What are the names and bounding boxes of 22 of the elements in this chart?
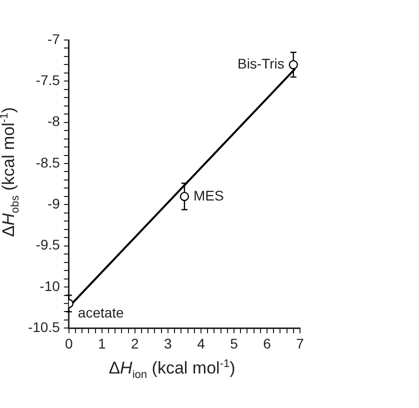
y-tick-label: -8.5 — [36, 154, 60, 170]
annotation: Bis-Tris — [237, 56, 284, 72]
x-tick-label: 4 — [197, 335, 206, 352]
annotation: MES — [193, 187, 224, 204]
x-tick-label: 1 — [98, 335, 106, 352]
x-tick-label: 2 — [131, 335, 140, 352]
y-tick-label: -8 — [47, 113, 60, 130]
x-axis-title: ΔH$_{ion}$ (kcal mol$^{-1}$) — [108, 358, 236, 382]
y-tick-label: -7.5 — [36, 72, 60, 88]
annotation: acetate — [78, 304, 124, 320]
x-tick-label: 3 — [164, 335, 172, 352]
x-tick-label: 6 — [263, 335, 272, 352]
x-tick-label: 0 — [65, 335, 74, 352]
y-tick-label: -10 — [40, 278, 60, 294]
y-tick-label: -9 — [47, 196, 60, 212]
x-tick-label: 5 — [230, 335, 238, 352]
y-tick-label: -10.5 — [28, 319, 60, 336]
x-tick-label: 7 — [296, 335, 304, 352]
point — [288, 60, 298, 70]
y-tick-label: -7 — [47, 30, 60, 47]
y-tick-label: -9.5 — [36, 236, 60, 253]
point — [180, 192, 190, 202]
